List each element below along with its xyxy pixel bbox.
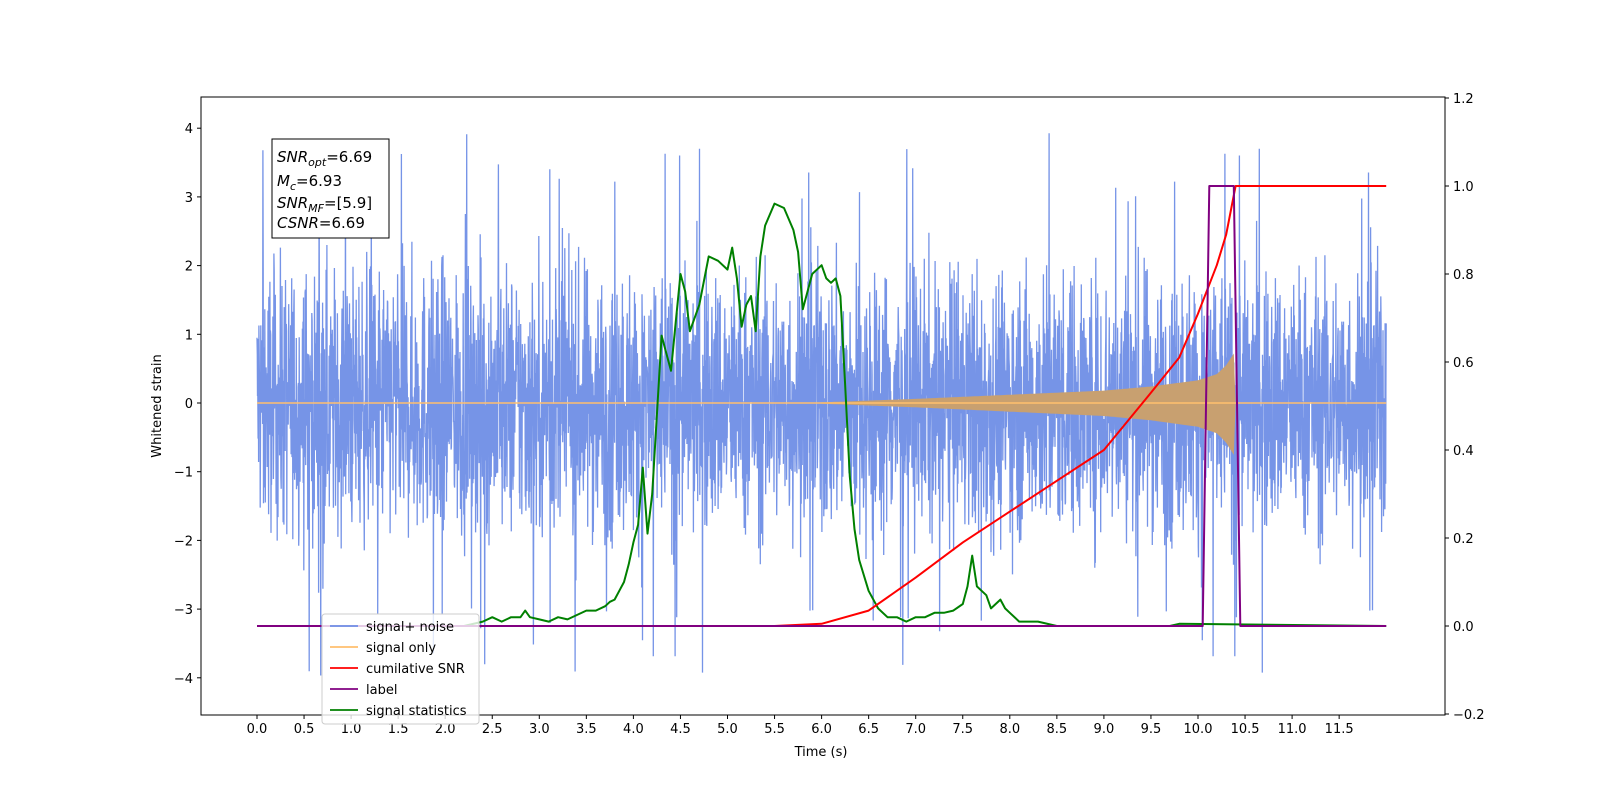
y-tick-label: −1 [174,466,193,481]
x-tick-label: 11.5 [1325,722,1354,737]
svg-text:cumilative SNR: cumilative SNR [366,662,465,677]
x-tick-label: 0.0 [247,722,268,737]
y2-tick-label: 1.0 [1453,180,1474,195]
x-tick-label: 2.0 [435,722,456,737]
y-tick-label: 2 [185,260,193,275]
x-tick-label: 10.5 [1231,722,1260,737]
x-axis: 0.0 0.5 1.0 1.5 2.0 2.5 3.0 3.5 4.0 4.5 5.0 5.5 6.0 6… [247,715,1354,737]
y2-tick-label: −0.2 [1453,708,1485,723]
x-tick-label: 0.5 [294,722,315,737]
x-tick-label: 1.5 [388,722,409,737]
x-tick-label: 6.0 [811,722,832,737]
annotation-csnr: CSNR=6.69 [277,214,365,232]
legend-item-signal-only: signal only [330,641,436,656]
x-tick-label: 7.0 [905,722,926,737]
legend-item-signal-noise: signal+ noise [330,620,454,635]
x-tick-label: 11.0 [1278,722,1307,737]
series-signal-statistics [257,202,1387,627]
annotation-snr-opt: SNRopt=6.69 [277,148,372,169]
plot-frame [200,96,1446,716]
y2-tick-label: 0.4 [1453,444,1474,459]
y2-tick-label: 0.0 [1453,620,1474,635]
y2-tick-label: 1.2 [1453,92,1474,107]
series-layer [256,133,1387,676]
y-tick-label: −4 [174,672,193,687]
legend: signal+ noise signal only cumilative SNR… [321,613,480,725]
svg-text:label: label [366,683,397,698]
x-tick-label: 1.0 [341,722,362,737]
annotation-box: SNRopt=6.69 Mc=6.93 SNRMF=[5.9] CSNR=6.6… [271,138,390,239]
x-axis-label: Time (s) [794,745,848,760]
series-label [257,185,1387,627]
x-tick-label: 9.5 [1141,722,1162,737]
y-tick-label: 3 [185,191,193,206]
svg-text:signal+ noise: signal+ noise [366,620,454,635]
series-signal-only-envelope [821,353,1236,455]
svg-text:signal only: signal only [366,641,436,656]
y2-tick-label: 0.2 [1453,532,1474,547]
y-tick-label: −2 [174,534,193,549]
legend-item-label: label [330,683,397,698]
x-tick-label: 5.0 [717,722,738,737]
x-tick-label: 8.0 [999,722,1020,737]
x-tick-label: 2.5 [482,722,503,737]
series-signal-noise [256,133,1387,676]
svg-text:signal statistics: signal statistics [366,704,467,719]
y-axis-left: 4 3 2 1 0 −1 −2 −3 −4 [174,122,201,687]
legend-item-signal-statistics: signal statistics [330,704,467,719]
y-axis-label: Whitened strain [150,354,165,457]
x-tick-label: 8.5 [1047,722,1068,737]
y2-tick-label: 0.8 [1453,268,1474,283]
series-cumulative-snr [257,185,1387,627]
x-tick-label: 3.5 [576,722,597,737]
y-tick-label: 0 [185,397,193,412]
x-tick-label: 4.0 [623,722,644,737]
x-tick-label: 7.5 [952,722,973,737]
x-tick-label: 6.5 [858,722,879,737]
annotation-chirp-mass: Mc=6.93 [277,172,342,193]
y-tick-label: 4 [185,122,193,137]
y-tick-label: −3 [174,603,193,618]
x-tick-label: 4.5 [670,722,691,737]
x-tick-label: 3.0 [529,722,550,737]
x-tick-label: 5.5 [764,722,785,737]
x-tick-label: 9.0 [1094,722,1115,737]
legend-item-cumulative-snr: cumilative SNR [330,662,465,677]
annotation-snr-mf: SNRMF=[5.9] [277,194,372,215]
x-tick-label: 10.0 [1184,722,1213,737]
y-tick-label: 1 [185,328,193,343]
y2-tick-label: 0.6 [1453,356,1474,371]
y-axis-right: 1.2 1.0 0.8 0.6 0.4 0.2 0.0 −0.2 [1445,92,1485,723]
